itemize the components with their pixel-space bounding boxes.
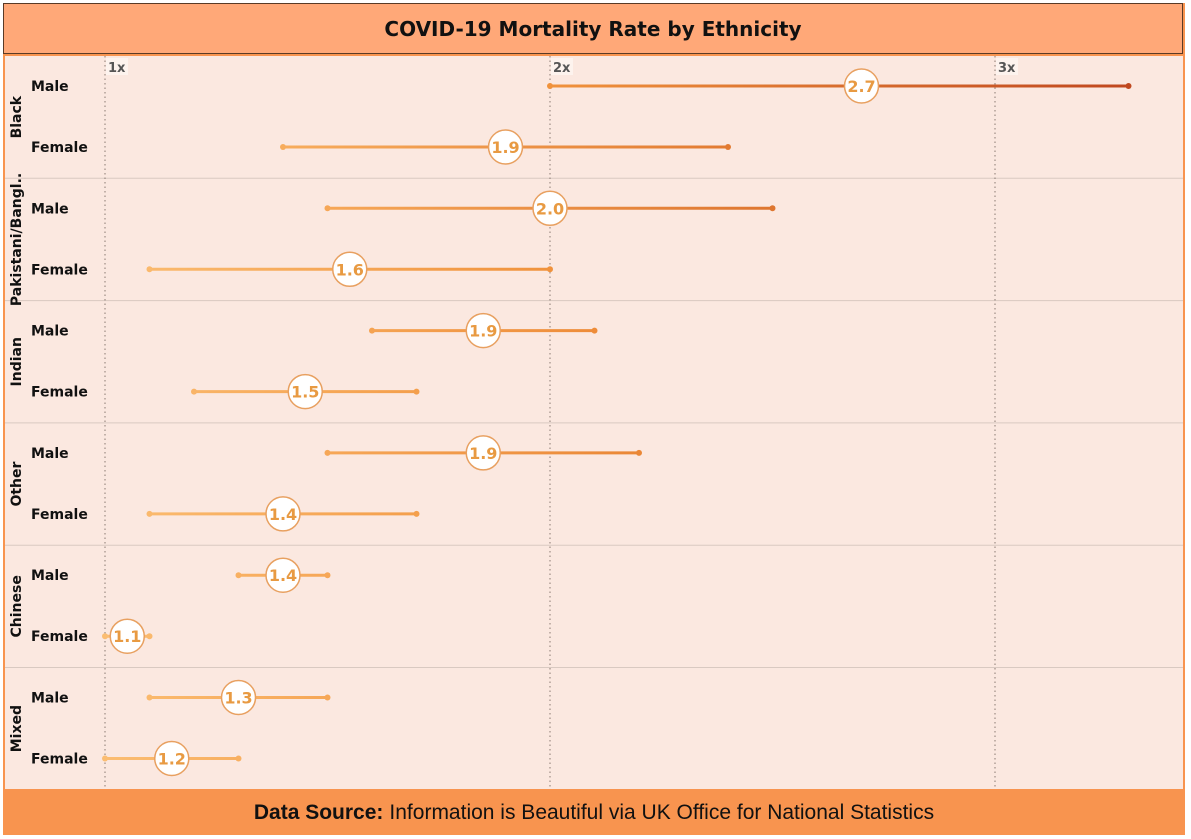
value-marker [843, 68, 880, 104]
range-low-dot [547, 83, 553, 89]
value-marker [287, 373, 323, 410]
value-label: 1.9 [491, 138, 519, 157]
range-low-dot [235, 572, 242, 579]
data-source-label: Data Source: [253, 800, 384, 824]
range-low-dot [191, 388, 197, 395]
value-label: 2.7 [847, 77, 875, 96]
range-high-dot [1125, 83, 1132, 89]
range-low-dot [102, 633, 108, 640]
value-marker [465, 312, 501, 349]
chart-title: COVID-19 Mortality Rate by Ethnicity [384, 16, 802, 41]
row-label: Female [31, 140, 88, 156]
value-marker [265, 557, 301, 593]
data-source-text: Information is Beautiful via UK Office f… [389, 800, 935, 824]
range-high-dot [591, 327, 598, 334]
range-high-dot [324, 572, 331, 579]
group-label: Chinese [9, 575, 25, 637]
row-label: Female [31, 752, 88, 768]
range-low-dot [324, 449, 331, 456]
range-high-dot [725, 144, 731, 150]
range-high-dot [547, 266, 553, 273]
range-low-dot [324, 205, 331, 212]
row-label: Male [31, 568, 69, 584]
value-label: 1.3 [224, 689, 252, 708]
row-label: Male [31, 446, 69, 462]
range-low-dot [146, 510, 153, 517]
x-tick-label: 2x [553, 61, 571, 76]
title-bar: COVID-19 Mortality Rate by Ethnicity [3, 3, 1183, 54]
group-label: Indian [9, 337, 25, 386]
value-marker [265, 496, 301, 532]
x-tick-label: 3x [998, 61, 1016, 76]
value-marker [154, 740, 190, 777]
range-high-dot [636, 449, 642, 456]
value-label: 1.4 [269, 505, 297, 524]
tick-label-bg [106, 58, 128, 75]
value-label: 1.9 [469, 322, 497, 341]
row-label: Female [31, 507, 88, 523]
tick-label-bg [996, 58, 1018, 75]
range-low-dot [146, 266, 153, 273]
value-marker [487, 129, 524, 165]
row-label: Male [31, 324, 69, 340]
row-label: Female [31, 262, 88, 278]
group-label: Other [9, 461, 25, 506]
value-marker [332, 251, 368, 288]
value-label: 1.9 [469, 444, 497, 463]
row-label: Female [31, 629, 88, 645]
range-low-dot [369, 327, 375, 334]
value-marker [465, 435, 501, 471]
range-high-dot [769, 205, 776, 212]
tick-label-bg [551, 58, 573, 75]
group-label: Pakistani/Bangl.. [9, 173, 25, 306]
row-label: Female [31, 385, 88, 401]
value-label: 1.5 [291, 383, 319, 402]
range-low-dot [102, 755, 108, 762]
value-label: 2.0 [536, 199, 564, 218]
range-high-dot [413, 388, 420, 395]
range-high-dot [146, 633, 153, 640]
range-high-dot [324, 694, 331, 701]
range-low-dot [280, 144, 286, 150]
value-label: 1.1 [113, 627, 141, 646]
value-label: 1.4 [269, 566, 297, 585]
value-marker [220, 679, 257, 716]
value-label: 1.2 [158, 750, 186, 769]
group-label: Black [9, 95, 25, 138]
range-high-dot [235, 755, 242, 762]
row-label: Male [31, 691, 69, 707]
value-marker [109, 618, 145, 654]
group-label: Mixed [9, 705, 25, 752]
range-high-dot [413, 510, 420, 517]
row-label: Male [31, 79, 69, 95]
value-label: 1.6 [336, 260, 364, 279]
range-low-dot [146, 694, 153, 701]
row-label: Male [31, 201, 69, 217]
footer: Data Source: Information is Beautiful vi… [3, 790, 1185, 835]
x-tick-label: 1x [108, 61, 126, 76]
value-marker [532, 190, 568, 227]
